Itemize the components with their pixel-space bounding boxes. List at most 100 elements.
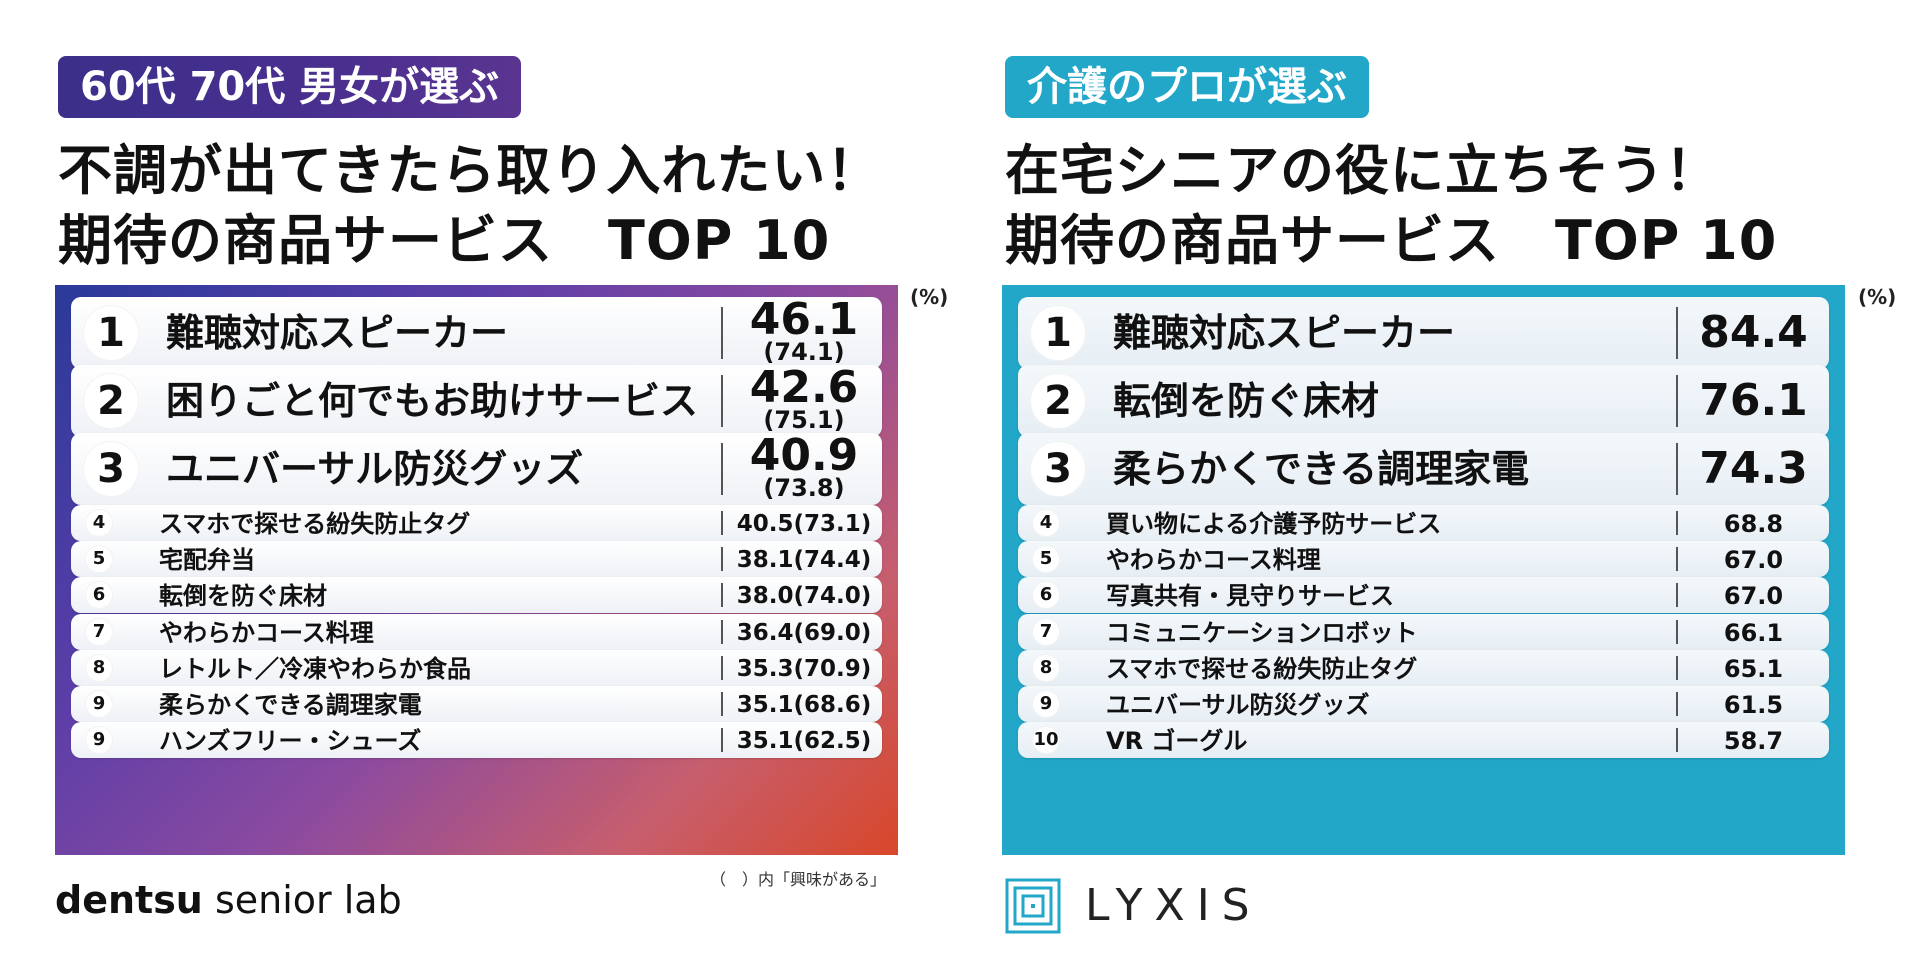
table-row: 8 レトルト／冷凍やわらか食品 35.3(70.9) <box>71 649 882 686</box>
item-value-number: 38.1 <box>736 547 794 574</box>
item-value: 42.6 <box>749 362 859 413</box>
item-label: やわらかコース料理 <box>159 618 374 647</box>
rank-number: 7 <box>1032 617 1060 646</box>
item-value: 65.1 <box>1723 654 1784 683</box>
item-value: 58.7 <box>1723 727 1784 756</box>
row-divider <box>1676 655 1678 680</box>
rank-number: 6 <box>85 581 113 610</box>
lyxis-logo-text: LYXIS <box>1085 880 1262 931</box>
interest-value: (75.1) <box>763 406 845 434</box>
panel-senior-survey: 60代 70代 男女が選ぶ 不調が出てきたら取り入れたい！ 期待の商品サービス … <box>55 56 949 922</box>
item-label: ユニバーサル防災グッズ <box>1106 691 1370 719</box>
table-row: 5 宅配弁当 38.1(74.4) <box>71 541 882 578</box>
item-label: ハンズフリー・シューズ <box>159 727 422 756</box>
table-row: 6 転倒を防ぐ床材 38.0(74.0) <box>71 577 882 614</box>
table-row: 9 ハンズフリー・シューズ 35.1(62.5) <box>71 722 882 759</box>
row-divider <box>721 511 723 535</box>
row-divider <box>1676 583 1678 608</box>
item-label: 転倒を防ぐ床材 <box>159 582 327 611</box>
item-label: レトルト／冷凍やわらか食品 <box>159 654 471 683</box>
item-value-number: 36.4 <box>736 619 794 646</box>
row-divider <box>1676 692 1678 716</box>
item-label: スマホで探せる紛失防止タグ <box>1106 654 1418 683</box>
item-value: 76.1 <box>1699 375 1808 426</box>
row-divider <box>1676 728 1678 753</box>
rank-number: 2 <box>83 373 139 429</box>
rank-number: 1 <box>83 305 139 361</box>
interest-value: (69.0) <box>793 619 872 646</box>
item-value: 68.8 <box>1723 510 1784 538</box>
rank-number: 3 <box>83 441 139 497</box>
panel-care-pro-survey: 介護のプロが選ぶ 在宅シニアの役に立ちそう！ 期待の商品サービス TOP 10 … <box>960 0 1920 967</box>
table-row: 9 ユニバーサル防災グッズ 61.5 <box>1018 686 1829 722</box>
table-row: 8 スマホで探せる紛失防止タグ 65.1 <box>1018 649 1829 686</box>
headline-line-2: 期待の商品サービス TOP 10 <box>1005 209 1778 272</box>
item-value: 46.1 <box>749 294 859 345</box>
row-divider <box>721 692 723 716</box>
rank-number: 2 <box>1030 373 1086 429</box>
item-value-number: 40.5 <box>736 511 794 537</box>
rank-number: 8 <box>1032 653 1060 682</box>
logo-light-part: senior lab <box>202 878 402 922</box>
item-label: 柔らかくできる調理家電 <box>159 691 422 719</box>
item-label: 難聴対応スピーカー <box>166 311 509 355</box>
rank-number: 10 <box>1032 726 1060 755</box>
item-value: 61.5 <box>1723 691 1784 719</box>
table-row: 2 困りごと何でもお助けサービス 42.6 (75.1) <box>71 365 882 437</box>
item-value: 67.0 <box>1723 582 1784 611</box>
ranking-table: 1 難聴対応スピーカー 46.1 (74.1) 2 困りごと何でもお助けサービス 42.6(… <box>55 285 898 855</box>
lyxis-logo-icon <box>1005 878 1061 934</box>
item-label: やわらかコース料理 <box>1106 546 1321 575</box>
unit-label: (%) <box>1858 285 1897 309</box>
rank-number: 9 <box>1032 690 1060 718</box>
item-value: 40.9 <box>749 430 859 481</box>
item-label: 転倒を防ぐ床材 <box>1113 379 1380 423</box>
dentsu-senior-lab-logo: dentsu senior lab <box>55 878 402 922</box>
table-row: 3 ユニバーサル防災グッズ 40.9 (73.8) <box>71 433 882 505</box>
item-value: 84.4 <box>1699 307 1808 358</box>
item-value-number: 35.3 <box>736 655 794 682</box>
rank-number: 9 <box>85 726 113 755</box>
rank-number: 7 <box>85 617 113 646</box>
table-row: 1 難聴対応スピーカー 84.4 <box>1018 297 1829 369</box>
row-divider <box>721 443 723 495</box>
table-row: 4 スマホで探せる紛失防止タグ 40.5(73.1) <box>71 505 882 541</box>
row-divider <box>1676 307 1678 359</box>
item-label: スマホで探せる紛失防止タグ <box>159 510 471 538</box>
table-row: 7 やわらかコース料理 36.4(69.0) <box>71 613 882 650</box>
table-row: 10 VR ゴーグル 58.7 <box>1018 722 1829 759</box>
rank-number: 5 <box>1032 545 1060 574</box>
item-value: 66.1 <box>1723 618 1784 647</box>
table-row: 5 やわらかコース料理 67.0 <box>1018 541 1829 578</box>
table-row: 6 写真共有・見守りサービス 67.0 <box>1018 577 1829 614</box>
item-value: 67.0 <box>1723 546 1784 575</box>
table-row: 2 転倒を防ぐ床材 76.1 <box>1018 365 1829 437</box>
item-label: VR ゴーグル <box>1106 727 1248 756</box>
item-value-group: 35.1(62.5) <box>726 727 882 755</box>
interest-value: (74.4) <box>793 547 872 574</box>
headline-line-1: 不調が出てきたら取り入れたい！ <box>58 139 882 202</box>
row-divider <box>721 583 723 608</box>
ranking-table: 1 難聴対応スピーカー 84.4 2 転倒を防ぐ床材 76.1 3 柔らかくできる調理家電 74… <box>1002 285 1845 855</box>
rank-number: 9 <box>85 690 113 718</box>
footnote: （ ）内「興味がある」 <box>710 870 887 889</box>
logo-bold-part: dentsu <box>55 878 203 922</box>
row-divider <box>721 619 723 644</box>
table-row: 1 難聴対応スピーカー 46.1 (74.1) <box>71 297 882 369</box>
item-value-group: 36.4(69.0) <box>726 619 882 647</box>
item-label: コミュニケーションロボット <box>1106 618 1418 647</box>
row-divider <box>721 728 723 753</box>
rank-number: 1 <box>1030 305 1086 361</box>
item-label: ユニバーサル防災グッズ <box>166 447 584 491</box>
unit-label: (%) <box>910 285 949 309</box>
item-label: 買い物による介護予防サービス <box>1106 510 1442 538</box>
item-value-group: 38.1(74.4) <box>726 546 882 574</box>
table-row: 4 買い物による介護予防サービス 68.8 <box>1018 505 1829 541</box>
item-value-number: 35.1 <box>736 692 794 718</box>
row-divider <box>721 375 723 427</box>
item-label: 困りごと何でもお助けサービス <box>166 379 699 423</box>
item-value-group: 38.0(74.0) <box>726 582 882 610</box>
item-label: 難聴対応スピーカー <box>1113 311 1456 355</box>
item-value: 74.3 <box>1699 443 1808 494</box>
panel-tag: 60代 70代 男女が選ぶ <box>58 56 522 118</box>
